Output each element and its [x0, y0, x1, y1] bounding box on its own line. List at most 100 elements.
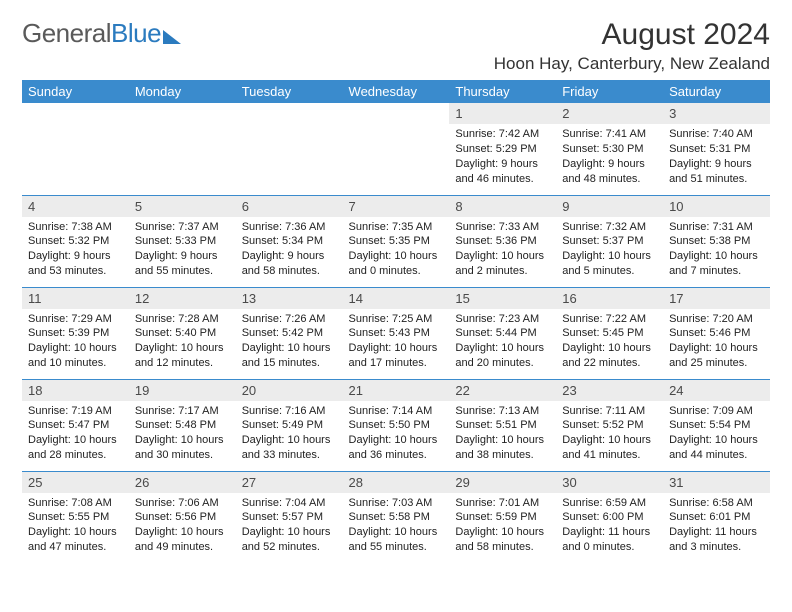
daylight-text: Daylight: 9 hours and 48 minutes.: [562, 157, 657, 187]
day-info: Sunrise: 7:32 AMSunset: 5:37 PMDaylight:…: [556, 217, 663, 279]
sunrise-text: Sunrise: 7:33 AM: [455, 220, 550, 235]
day-number: 15: [449, 288, 556, 309]
calendar-cell: 6Sunrise: 7:36 AMSunset: 5:34 PMDaylight…: [236, 195, 343, 287]
day-number: 3: [663, 103, 770, 124]
daylight-text: Daylight: 10 hours and 47 minutes.: [28, 525, 123, 555]
day-number: 16: [556, 288, 663, 309]
calendar-row: 18Sunrise: 7:19 AMSunset: 5:47 PMDayligh…: [22, 379, 770, 471]
sunset-text: Sunset: 5:50 PM: [349, 418, 444, 433]
day-number: 19: [129, 380, 236, 401]
sunset-text: Sunset: 5:35 PM: [349, 234, 444, 249]
sunrise-text: Sunrise: 7:17 AM: [135, 404, 230, 419]
sunset-text: Sunset: 5:51 PM: [455, 418, 550, 433]
calendar-cell: 31Sunrise: 6:58 AMSunset: 6:01 PMDayligh…: [663, 471, 770, 563]
sunset-text: Sunset: 5:45 PM: [562, 326, 657, 341]
day-number: [22, 103, 129, 124]
calendar-cell: 28Sunrise: 7:03 AMSunset: 5:58 PMDayligh…: [343, 471, 450, 563]
sunrise-text: Sunrise: 7:26 AM: [242, 312, 337, 327]
daylight-text: Daylight: 10 hours and 49 minutes.: [135, 525, 230, 555]
sunset-text: Sunset: 5:54 PM: [669, 418, 764, 433]
calendar-row: 4Sunrise: 7:38 AMSunset: 5:32 PMDaylight…: [22, 195, 770, 287]
daylight-text: Daylight: 11 hours and 3 minutes.: [669, 525, 764, 555]
day-info: Sunrise: 7:14 AMSunset: 5:50 PMDaylight:…: [343, 401, 450, 463]
day-number: 4: [22, 196, 129, 217]
daylight-text: Daylight: 10 hours and 28 minutes.: [28, 433, 123, 463]
sunrise-text: Sunrise: 7:09 AM: [669, 404, 764, 419]
daylight-text: Daylight: 10 hours and 25 minutes.: [669, 341, 764, 371]
day-info: Sunrise: 7:33 AMSunset: 5:36 PMDaylight:…: [449, 217, 556, 279]
day-info: Sunrise: 7:25 AMSunset: 5:43 PMDaylight:…: [343, 309, 450, 371]
day-info: Sunrise: 7:19 AMSunset: 5:47 PMDaylight:…: [22, 401, 129, 463]
sunset-text: Sunset: 5:43 PM: [349, 326, 444, 341]
weekday-header-row: Sunday Monday Tuesday Wednesday Thursday…: [22, 80, 770, 103]
day-info: Sunrise: 7:11 AMSunset: 5:52 PMDaylight:…: [556, 401, 663, 463]
sunrise-text: Sunrise: 7:04 AM: [242, 496, 337, 511]
logo-text-1: General: [22, 18, 111, 49]
day-info: Sunrise: 7:31 AMSunset: 5:38 PMDaylight:…: [663, 217, 770, 279]
calendar-cell: 15Sunrise: 7:23 AMSunset: 5:44 PMDayligh…: [449, 287, 556, 379]
sunset-text: Sunset: 5:29 PM: [455, 142, 550, 157]
weekday-header: Monday: [129, 80, 236, 103]
day-number: 25: [22, 472, 129, 493]
calendar-cell: 11Sunrise: 7:29 AMSunset: 5:39 PMDayligh…: [22, 287, 129, 379]
daylight-text: Daylight: 10 hours and 55 minutes.: [349, 525, 444, 555]
day-number: 26: [129, 472, 236, 493]
sunset-text: Sunset: 5:57 PM: [242, 510, 337, 525]
sunrise-text: Sunrise: 7:36 AM: [242, 220, 337, 235]
day-number: 8: [449, 196, 556, 217]
day-number: 7: [343, 196, 450, 217]
day-info: Sunrise: 7:36 AMSunset: 5:34 PMDaylight:…: [236, 217, 343, 279]
calendar-cell: 13Sunrise: 7:26 AMSunset: 5:42 PMDayligh…: [236, 287, 343, 379]
day-info: Sunrise: 7:04 AMSunset: 5:57 PMDaylight:…: [236, 493, 343, 555]
calendar-cell: 19Sunrise: 7:17 AMSunset: 5:48 PMDayligh…: [129, 379, 236, 471]
sunrise-text: Sunrise: 7:28 AM: [135, 312, 230, 327]
daylight-text: Daylight: 10 hours and 17 minutes.: [349, 341, 444, 371]
sunrise-text: Sunrise: 7:32 AM: [562, 220, 657, 235]
day-number: 28: [343, 472, 450, 493]
day-info: Sunrise: 7:17 AMSunset: 5:48 PMDaylight:…: [129, 401, 236, 463]
day-number: [129, 103, 236, 124]
calendar-cell: 5Sunrise: 7:37 AMSunset: 5:33 PMDaylight…: [129, 195, 236, 287]
sunset-text: Sunset: 6:01 PM: [669, 510, 764, 525]
weekday-header: Friday: [556, 80, 663, 103]
calendar-cell: 24Sunrise: 7:09 AMSunset: 5:54 PMDayligh…: [663, 379, 770, 471]
sunset-text: Sunset: 5:31 PM: [669, 142, 764, 157]
daylight-text: Daylight: 9 hours and 53 minutes.: [28, 249, 123, 279]
daylight-text: Daylight: 9 hours and 58 minutes.: [242, 249, 337, 279]
calendar-cell: 10Sunrise: 7:31 AMSunset: 5:38 PMDayligh…: [663, 195, 770, 287]
daylight-text: Daylight: 10 hours and 22 minutes.: [562, 341, 657, 371]
calendar-cell: [22, 103, 129, 195]
title-block: August 2024 Hoon Hay, Canterbury, New Ze…: [494, 18, 770, 74]
day-info: Sunrise: 7:41 AMSunset: 5:30 PMDaylight:…: [556, 124, 663, 186]
daylight-text: Daylight: 9 hours and 55 minutes.: [135, 249, 230, 279]
sunrise-text: Sunrise: 7:23 AM: [455, 312, 550, 327]
sunrise-text: Sunrise: 7:03 AM: [349, 496, 444, 511]
sunset-text: Sunset: 5:30 PM: [562, 142, 657, 157]
calendar-cell: 3Sunrise: 7:40 AMSunset: 5:31 PMDaylight…: [663, 103, 770, 195]
day-number: 29: [449, 472, 556, 493]
sunrise-text: Sunrise: 7:08 AM: [28, 496, 123, 511]
sunset-text: Sunset: 5:56 PM: [135, 510, 230, 525]
month-title: August 2024: [494, 18, 770, 52]
sunrise-text: Sunrise: 7:37 AM: [135, 220, 230, 235]
daylight-text: Daylight: 10 hours and 41 minutes.: [562, 433, 657, 463]
sunset-text: Sunset: 5:33 PM: [135, 234, 230, 249]
daylight-text: Daylight: 9 hours and 51 minutes.: [669, 157, 764, 187]
daylight-text: Daylight: 10 hours and 5 minutes.: [562, 249, 657, 279]
day-number: 13: [236, 288, 343, 309]
calendar-cell: [343, 103, 450, 195]
weekday-header: Tuesday: [236, 80, 343, 103]
sunrise-text: Sunrise: 7:01 AM: [455, 496, 550, 511]
calendar-cell: 16Sunrise: 7:22 AMSunset: 5:45 PMDayligh…: [556, 287, 663, 379]
calendar-cell: 25Sunrise: 7:08 AMSunset: 5:55 PMDayligh…: [22, 471, 129, 563]
daylight-text: Daylight: 10 hours and 15 minutes.: [242, 341, 337, 371]
daylight-text: Daylight: 10 hours and 20 minutes.: [455, 341, 550, 371]
sunrise-text: Sunrise: 7:25 AM: [349, 312, 444, 327]
day-number: 27: [236, 472, 343, 493]
sunrise-text: Sunrise: 6:59 AM: [562, 496, 657, 511]
calendar-table: Sunday Monday Tuesday Wednesday Thursday…: [22, 80, 770, 563]
calendar-cell: 27Sunrise: 7:04 AMSunset: 5:57 PMDayligh…: [236, 471, 343, 563]
sunrise-text: Sunrise: 7:14 AM: [349, 404, 444, 419]
daylight-text: Daylight: 10 hours and 7 minutes.: [669, 249, 764, 279]
weekday-header: Thursday: [449, 80, 556, 103]
